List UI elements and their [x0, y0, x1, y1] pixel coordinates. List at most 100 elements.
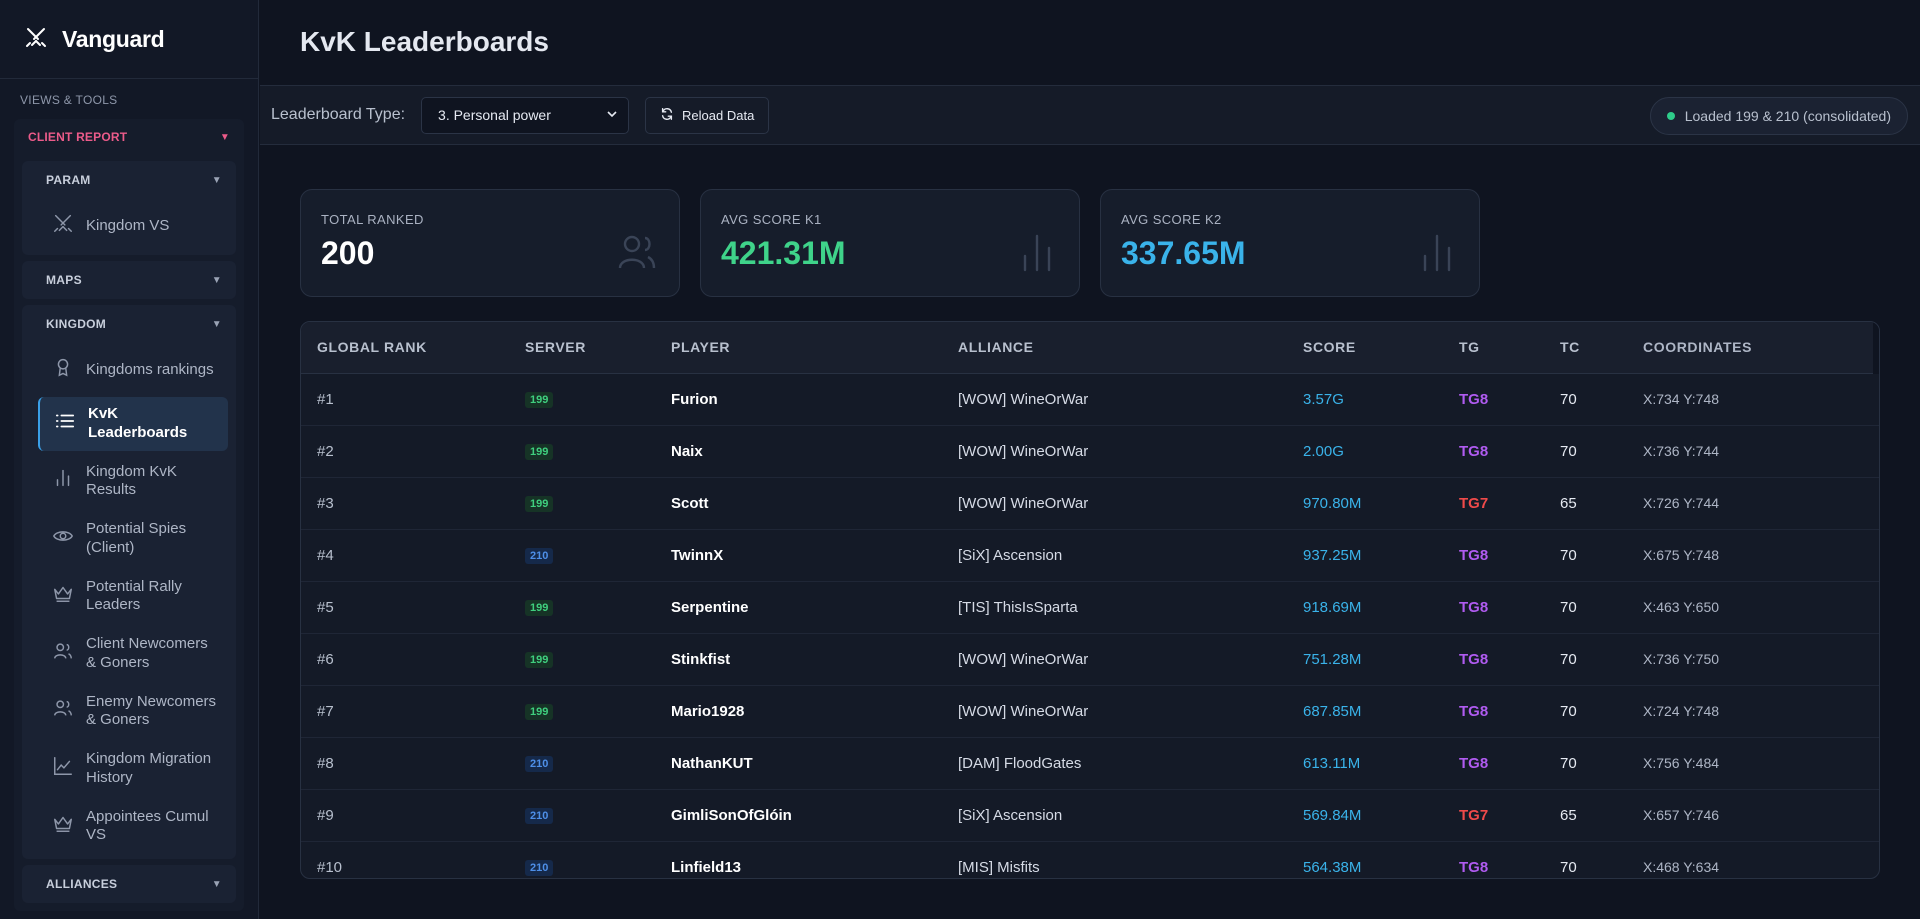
- stat-value: 337.65M: [1121, 235, 1246, 271]
- stat-label: TOTAL RANKED: [321, 212, 424, 227]
- cell-player: GimliSonOfGlóin: [671, 806, 792, 824]
- table-row[interactable]: #7 199 Mario1928 [WOW] WineOrWar 687.85M TG8 7…: [301, 685, 1879, 737]
- column-header-alliance[interactable]: ALLIANCE: [958, 322, 1303, 374]
- cell-server: 210: [525, 841, 671, 878]
- client-report-toggle[interactable]: CLIENT REPORT ▼: [14, 119, 244, 155]
- cell-player: Mario1928: [671, 702, 745, 720]
- cell-score: 564.38M: [1303, 858, 1362, 876]
- cell-alliance: [TIS] ThisIsSparta: [958, 598, 1078, 616]
- users-icon: [52, 697, 74, 725]
- cell-server: 210: [525, 529, 671, 581]
- divider: [0, 78, 258, 79]
- server-badge: 210: [525, 756, 554, 772]
- leaderboard-type-select[interactable]: 3. Personal power: [421, 96, 630, 134]
- status-dot-icon: [1666, 112, 1675, 120]
- group-param-toggle[interactable]: PARAM ▼: [22, 161, 236, 199]
- sidebar-item-kingdom-vs[interactable]: Kingdom VS: [38, 203, 228, 249]
- group-alliances-title: ALLIANCES: [46, 877, 118, 891]
- users-icon: [52, 640, 74, 668]
- caret-down-icon: ▼: [219, 131, 230, 143]
- reload-data-button[interactable]: Reload Data: [645, 96, 770, 134]
- cell-player: Scott: [671, 494, 709, 512]
- cell-score: 569.84M: [1303, 806, 1362, 824]
- sidebar-item-enemy-newcomers-goners[interactable]: Enemy Newcomers & Goners: [38, 685, 228, 739]
- cell-coordinates: X:734 Y:748: [1643, 391, 1720, 407]
- client-report-label: CLIENT REPORT: [28, 130, 128, 144]
- stat-card-avg-score-k2: AVG SCORE K2 337.65M: [1100, 189, 1480, 297]
- cell-player: Stinkfist: [671, 650, 731, 668]
- cell-rank: #8: [317, 754, 334, 772]
- group-param-title: PARAM: [46, 173, 91, 187]
- server-badge: 199: [525, 444, 554, 460]
- table-row[interactable]: #6 199 Stinkfist [WOW] WineOrWar 751.28M TG8 7…: [301, 633, 1879, 685]
- refresh-icon: [660, 107, 674, 124]
- cell-score: 970.80M: [1303, 494, 1362, 512]
- sidebar-item-potential-rally-leaders[interactable]: Potential Rally Leaders: [38, 570, 228, 624]
- award-icon: [52, 356, 74, 384]
- cell-score: 3.57G: [1303, 390, 1344, 408]
- column-header-player[interactable]: PLAYER: [671, 322, 958, 374]
- column-header-score[interactable]: SCORE: [1303, 322, 1459, 374]
- cell-server: 199: [525, 373, 671, 425]
- cell-score: 2.00G: [1303, 442, 1344, 460]
- leaderboard-table: GLOBAL RANK SERVER PLAYER ALLIANCE SCORE…: [300, 321, 1880, 879]
- bar-chart-icon: [1015, 230, 1059, 274]
- cell-rank: #5: [317, 598, 334, 616]
- cell-score: 937.25M: [1303, 546, 1362, 564]
- scrollbar[interactable]: [1873, 322, 1879, 374]
- column-header-tc[interactable]: TC: [1560, 322, 1643, 374]
- sidebar-item-kingdom-migration-history[interactable]: Kingdom Migration History: [38, 742, 228, 796]
- cell-rank: #3: [317, 494, 334, 512]
- table-row[interactable]: #8 210 NathanKUT [DAM] FloodGates 613.11M TG8…: [301, 737, 1879, 789]
- caret-down-icon: ▼: [211, 318, 222, 330]
- table-row[interactable]: #1 199 Furion [WOW] WineOrWar 3.57G TG8 70 X:73…: [301, 373, 1879, 425]
- cell-coordinates: X:657 Y:746: [1643, 807, 1720, 823]
- sidebar-item-kingdom-kvk-results[interactable]: Kingdom KvK Results: [38, 455, 228, 509]
- cell-alliance: [MIS] Misfits: [958, 858, 1040, 876]
- sidebar-item-kingdoms-rankings[interactable]: Kingdoms rankings: [38, 347, 228, 393]
- cell-player: Serpentine: [671, 598, 749, 616]
- leaderboard-type-label: Leaderboard Type:: [271, 106, 406, 123]
- table-row[interactable]: #3 199 Scott [WOW] WineOrWar 970.80M TG7 65 X:7…: [301, 477, 1879, 529]
- sidebar-item-label: Kingdom VS: [86, 216, 170, 234]
- table-row[interactable]: #10 210 Linfield13 [MIS] Misfits 564.38M TG8 7…: [301, 841, 1879, 878]
- cell-tc: 70: [1560, 702, 1577, 720]
- group-maps: MAPS ▼: [22, 261, 236, 299]
- sidebar-item-label: Kingdom Migration History: [86, 750, 212, 786]
- server-badge: 199: [525, 600, 554, 616]
- sidebar-item-potential-spies[interactable]: Potential Spies (Client): [38, 512, 228, 566]
- status-badge: Loaded 199 & 210 (consolidated): [1649, 97, 1908, 135]
- group-maps-toggle[interactable]: MAPS ▼: [22, 261, 236, 299]
- cell-tc: 70: [1560, 598, 1577, 616]
- column-header-coordinates[interactable]: COORDINATES: [1643, 322, 1879, 374]
- sidebar-item-kvk-leaderboards[interactable]: KvK Leaderboards: [38, 397, 228, 451]
- table-row[interactable]: #9 210 GimliSonOfGlóin [SiX] Ascension 569.8…: [301, 789, 1879, 841]
- group-alliances: ALLIANCES ▼: [22, 865, 236, 903]
- sidebar-item-label: Kingdom KvK Results: [86, 462, 177, 499]
- cell-alliance: [WOW] WineOrWar: [958, 702, 1089, 720]
- cell-coordinates: X:736 Y:750: [1643, 651, 1720, 667]
- table-row[interactable]: #4 210 TwinnX [SiX] Ascension 937.25M TG8 70 X:…: [301, 529, 1879, 581]
- table-body: #1 199 Furion [WOW] WineOrWar 3.57G TG8 70 X:73…: [301, 373, 1879, 878]
- table-row[interactable]: #2 199 Naix [WOW] WineOrWar 2.00G TG8 70 X:736 …: [301, 425, 1879, 477]
- column-header-tg[interactable]: TG: [1459, 322, 1560, 374]
- cell-server: 199: [525, 581, 671, 633]
- cell-tc: 70: [1560, 546, 1577, 564]
- group-kingdom-toggle[interactable]: KINGDOM ▼: [22, 305, 236, 343]
- brand-name: Vanguard: [62, 25, 165, 52]
- column-header-server[interactable]: SERVER: [525, 322, 671, 374]
- column-header-global-rank[interactable]: GLOBAL RANK: [301, 322, 525, 374]
- cell-alliance: [DAM] FloodGates: [958, 754, 1082, 772]
- group-alliances-toggle[interactable]: ALLIANCES ▼: [22, 865, 236, 903]
- sidebar-item-appointees-cumul-vs[interactable]: Appointees Cumul VS: [38, 800, 228, 854]
- line-chart-icon: [52, 755, 74, 783]
- bar-chart-icon: [1415, 230, 1459, 274]
- brand[interactable]: Vanguard: [0, 0, 258, 78]
- group-maps-title: MAPS: [46, 273, 82, 287]
- cell-coordinates: X:463 Y:650: [1643, 599, 1720, 615]
- list-icon: [54, 410, 76, 438]
- table-row[interactable]: #5 199 Serpentine [TIS] ThisIsSparta 918.69M…: [301, 581, 1879, 633]
- sidebar-item-label: Appointees Cumul VS: [86, 807, 209, 844]
- server-badge: 210: [525, 548, 554, 564]
- sidebar-item-client-newcomers-goners[interactable]: Client Newcomers & Goners: [38, 627, 228, 681]
